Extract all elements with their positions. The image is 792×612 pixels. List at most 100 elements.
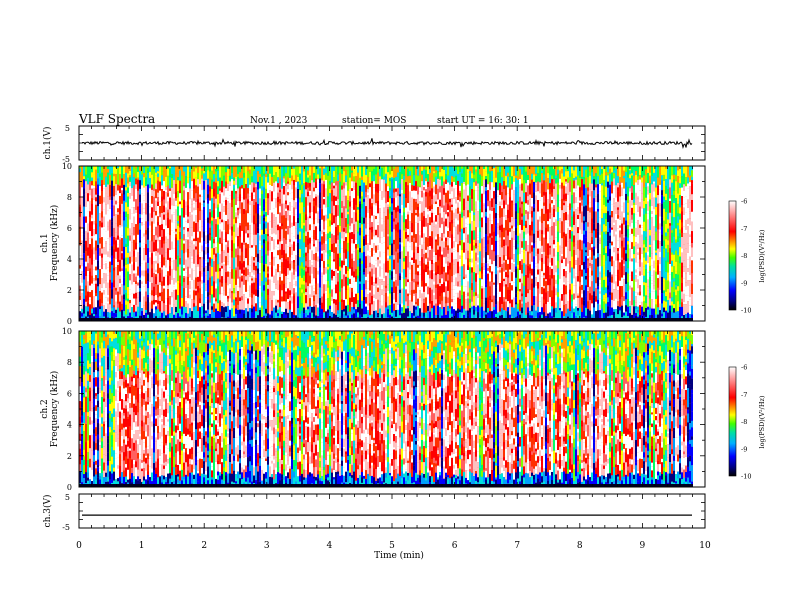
spectrogram-cell [321,230,323,235]
spectrogram-cell [469,253,471,259]
spectrogram-cell [341,299,343,303]
spectrogram-cell [189,281,191,289]
spectrogram-cell [241,263,243,274]
spectrogram-cell [163,243,165,250]
spectrogram-cell [251,214,253,221]
spectrogram-cell [95,307,97,315]
spectrogram-cell [391,166,393,178]
spectrogram-cell [317,239,319,243]
spectrogram-cell [409,294,411,300]
spectrogram-cell [355,193,357,205]
spectrogram-cell [357,312,359,318]
spectrogram-cell [381,289,383,295]
spectrogram-cell [191,311,193,321]
spectrogram-cell [107,297,109,302]
spectrogram-cell [83,194,85,207]
spectrogram-cell [79,285,81,297]
spectrogram-cell [177,166,179,174]
spectrogram-cell [81,286,83,293]
spectrogram-cell [103,229,105,240]
spectrogram-cell [237,236,239,239]
spectrogram-cell [441,293,443,301]
spectrogram-cell [325,284,327,291]
spectrogram-cell [321,204,323,210]
spectrogram-cell [109,279,111,289]
spectrogram-cell [395,212,397,219]
spectrogram-cell [235,234,237,238]
spectrogram-cell [283,267,285,274]
spectrogram-cell [453,299,455,310]
spectrogram-cell [303,275,305,282]
spectrogram-cell [391,264,393,272]
spectrogram-cell [273,298,275,308]
spectrogram-cell [159,282,161,285]
spectrogram-cell [373,274,375,283]
spectrogram-cell [479,209,481,218]
spectrogram-cell [447,274,449,281]
spectrogram-cell [137,177,139,180]
spectrogram-cell [491,258,493,265]
spectrogram-cell [363,198,365,202]
spectrogram-cell [419,290,421,298]
spectrogram-cell [447,305,449,312]
spectrogram-cell [217,252,219,265]
spectrogram-cell [157,216,159,222]
spectrogram-cell [267,279,269,285]
spectrogram-cell [215,171,217,179]
spectrogram-cell [123,299,125,311]
spectrogram-cell [291,275,293,286]
spectrogram-cell [201,273,203,277]
spectrogram-cell [481,243,483,256]
spectrogram-cell [139,188,141,195]
spectrogram-cell [101,183,103,192]
spectrogram-cell [267,241,269,251]
spectrogram-cell [335,247,337,259]
spectrogram-cell [497,312,499,321]
spectrogram-cell [307,182,309,188]
spectrogram-cell [209,191,211,201]
spectrogram-cell [195,214,197,224]
spectrogram-cell [129,303,131,313]
spectrogram-cell [225,199,227,206]
spectrogram-cell [379,301,381,309]
spectrogram-cell [213,166,215,175]
spectrogram-cell [367,243,369,251]
spectrogram-cell [307,296,309,307]
spectrogram-cell [301,289,303,293]
spectrogram-cell [169,168,171,178]
spectrogram-cell [179,258,181,265]
spectrogram-cell [179,215,181,228]
spectrogram-cell [97,222,99,230]
spectrogram-cell [201,251,203,258]
spectrogram-cell [167,201,169,210]
spectrogram-cell [157,192,159,198]
spectrogram-cell [321,296,323,303]
spectrogram-cell [337,174,339,181]
spectrogram-cell [437,215,439,224]
spectrogram-cell [487,200,489,207]
spectrogram-cell [305,235,307,239]
spectrogram-cell [93,247,95,255]
spectrogram-cell [403,179,405,185]
spectrogram-cell [79,216,81,223]
spectrogram-cell [353,297,355,307]
spectrogram-cell [289,193,291,203]
spectrogram-cell [331,218,333,223]
spectrogram-cell [175,183,177,193]
spectrogram-cell [265,247,267,255]
spectrogram-cell [85,295,87,302]
ch1-ytick-top: 5 [65,124,70,133]
spectrogram-cell [321,193,323,198]
spectrogram-cell [501,264,503,269]
spectrogram-cell [241,281,243,292]
spectrogram-cell [309,230,311,234]
spectrogram-cell [361,300,363,309]
spectrogram-cell [437,234,439,246]
spectrogram-cell [169,284,171,297]
spectrogram-cell [205,228,207,232]
spectrogram-cell [177,266,179,271]
spectrogram-cell [217,264,219,272]
spectrogram-cell [455,226,457,231]
spectrogram-cell [463,210,465,217]
spectrogram-cell [107,240,109,252]
